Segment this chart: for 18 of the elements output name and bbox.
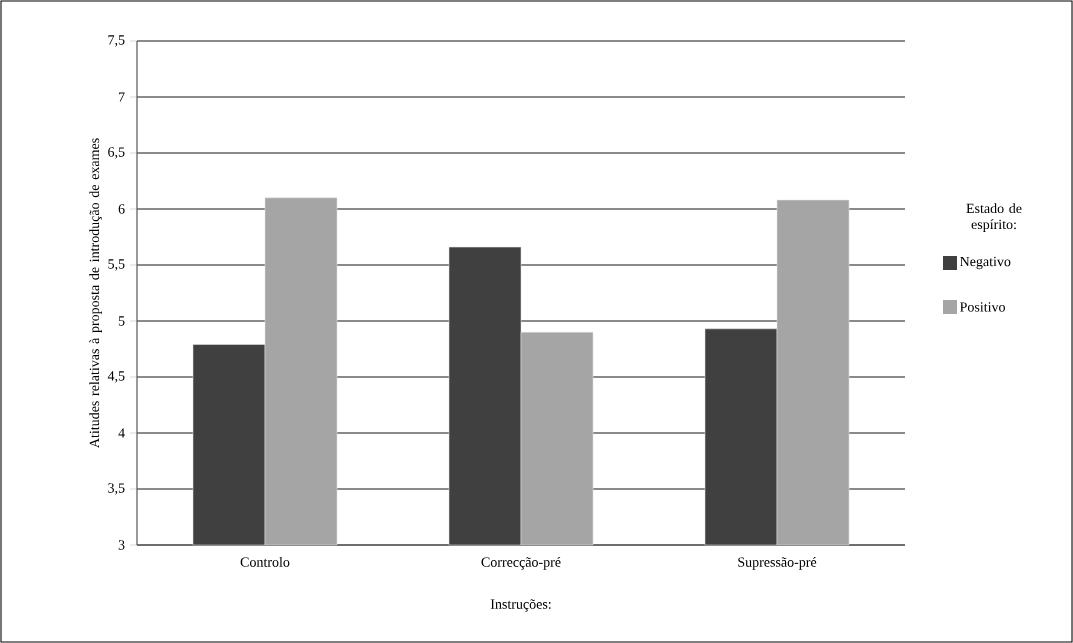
legend-label: Positivo	[960, 302, 1005, 312]
y-tick-label: 3	[118, 540, 125, 550]
x-axis-title: Instruções:	[490, 599, 551, 612]
x-tick-label: Supressão-pré	[738, 556, 817, 570]
y-tick-label: 5	[118, 316, 125, 326]
y-axis-title: Atitudes relativas à proposta de introdução de exames	[89, 138, 102, 448]
x-tick-label: Correcção-pré	[481, 556, 561, 570]
y-tick-label: 4	[118, 428, 125, 438]
y-tick-label: 5,5	[108, 259, 125, 271]
y-tick-label: 7	[118, 92, 125, 102]
y-tick-label: 3,5	[108, 483, 125, 495]
y-tick-label: 6	[118, 204, 125, 214]
y-tick-label: 7,5	[108, 35, 125, 47]
legend-title: Estado de espírito:	[966, 203, 1022, 232]
legend-label: Negativo	[960, 256, 1011, 270]
y-tick-label: 4,5	[107, 371, 125, 383]
y-tick-label: 6,5	[108, 147, 125, 159]
x-tick-label: Controlo	[240, 556, 290, 567]
